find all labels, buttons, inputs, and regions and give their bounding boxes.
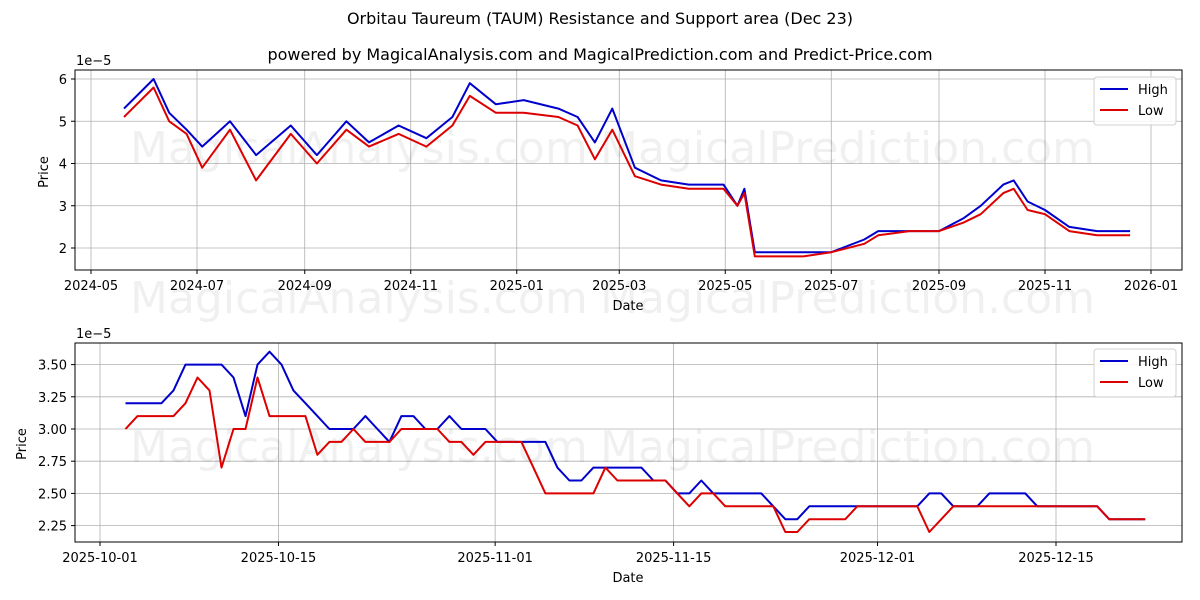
bottom-grid	[75, 343, 1182, 542]
legend: High Low	[1093, 348, 1177, 398]
x-tick-label: 2025-12-15	[1018, 551, 1094, 566]
x-tick-label: 2025-11	[1018, 279, 1072, 294]
legend-low-label: Low	[1138, 104, 1164, 119]
y-axis-label: Price	[15, 428, 30, 460]
watermark: MagicalPrediction.com	[600, 273, 1095, 324]
y-tick-label: 6	[59, 73, 67, 88]
y-tick-label: 3.00	[38, 423, 67, 438]
watermark: MagicalPrediction.com	[600, 422, 1095, 473]
legend-low-label: Low	[1138, 376, 1164, 391]
watermark: MagicalPrediction.com	[600, 123, 1095, 174]
watermark: MagicalAnalysis.com	[130, 422, 588, 473]
y-tick-label: 3.50	[38, 359, 67, 374]
y-tick-label: 2	[59, 242, 67, 257]
high-line	[123, 78, 1131, 254]
y-tick-label: 3	[59, 200, 67, 215]
x-tick-label: 2025-03	[592, 279, 646, 294]
top-grid	[75, 70, 1182, 270]
low-line	[123, 86, 1131, 258]
x-tick-label: 2025-12-01	[840, 551, 916, 566]
y-tick-label: 2.75	[38, 455, 67, 470]
y-tick-label: 2.25	[38, 520, 67, 535]
top-plot-frame	[74, 69, 1183, 271]
x-axis-label: Date	[612, 571, 643, 586]
top-chart: MagicalAnalysis.com MagicalPrediction.co…	[37, 54, 1183, 324]
x-tick-label: 2024-05	[64, 279, 118, 294]
x-tick-label: 2025-10-15	[241, 551, 317, 566]
y-axis-label: Price	[37, 156, 52, 188]
chart-title: Orbitau Taureum (TAUM) Resistance and Su…	[346, 9, 854, 28]
bottom-plot-frame	[74, 342, 1183, 543]
x-tick-label: 2024-11	[384, 279, 438, 294]
x-tick-label: 2026-01	[1124, 279, 1178, 294]
bottom-chart: MagicalAnalysis.com MagicalPrediction.co…	[15, 327, 1183, 586]
top-axis-ticks: 2 3 4 5 6 2024-05 2024-07 2024-09 2024-11 2025-01…	[59, 73, 1178, 294]
y-multiplier: 1e−5	[76, 327, 111, 342]
chart-subtitle: powered by MagicalAnalysis.com and Magic…	[267, 45, 933, 64]
low-line	[124, 376, 1146, 533]
y-tick-label: 2.50	[38, 487, 67, 502]
x-axis-label: Date	[612, 299, 643, 314]
legend-high-label: High	[1138, 355, 1168, 370]
x-tick-label: 2024-07	[170, 279, 224, 294]
legend: High Low	[1093, 76, 1177, 126]
y-tick-label: 3.25	[38, 391, 67, 406]
x-tick-label: 2025-11-01	[457, 551, 533, 566]
x-tick-label: 2024-09	[278, 279, 332, 294]
x-tick-label: 2025-09	[912, 279, 966, 294]
x-tick-label: 2025-05	[698, 279, 752, 294]
y-tick-label: 4	[59, 158, 67, 173]
legend-high-label: High	[1138, 83, 1168, 98]
x-tick-label: 2025-01	[490, 279, 544, 294]
x-tick-label: 2025-07	[804, 279, 858, 294]
y-multiplier: 1e−5	[76, 54, 111, 69]
watermark: MagicalAnalysis.com	[130, 123, 588, 174]
x-tick-label: 2025-11-15	[636, 551, 712, 566]
bottom-axis-ticks: 2.25 2.50 2.75 3.00 3.25 3.50 2025-10-01 2025-1…	[38, 359, 1094, 566]
watermark: MagicalAnalysis.com	[130, 273, 588, 324]
x-tick-label: 2025-10-01	[62, 551, 138, 566]
y-tick-label: 5	[59, 115, 67, 130]
